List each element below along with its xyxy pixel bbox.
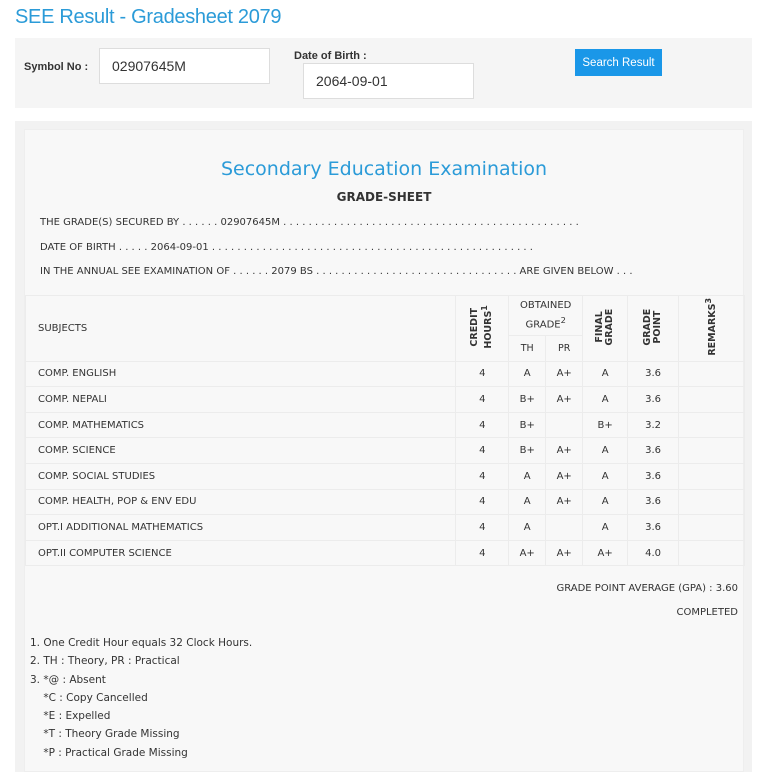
credit-cell: 4 [455, 488, 510, 516]
final-grade-cell: A+ [582, 539, 629, 567]
final-grade-cell: A [582, 386, 629, 413]
credit-cell: 4 [455, 437, 510, 464]
result-status: COMPLETED [676, 607, 738, 618]
table-row: COMP. MATHEMATICS 4 B+ B+ 3.2 [24, 411, 745, 439]
table-row: COMP. HEALTH, POP & ENV EDU 4 A A+ A 3.6 [24, 488, 745, 516]
grade-point-header: GRADE POINT [627, 295, 680, 362]
th-header: TH [508, 335, 547, 362]
pr-cell [545, 411, 584, 439]
dob-input[interactable]: 2064-09-01 [303, 63, 474, 99]
subject-cell: COMP. MATHEMATICS [24, 411, 457, 439]
page-title: SEE Result - Gradesheet 2079 [15, 6, 282, 28]
table-row: COMP. NEPALI 4 B+ A+ A 3.6 [24, 386, 745, 413]
final-grade-cell: B+ [582, 411, 629, 439]
remarks-cell [678, 411, 745, 439]
final-grade-cell: A [582, 488, 629, 516]
credit-cell: 4 [455, 411, 510, 439]
credit-cell: 4 [455, 360, 510, 388]
grade-table: SUBJECTS CREDIT HOURS1 OBTAINED GRADE2 F… [24, 295, 745, 567]
final-grade-cell: A [582, 514, 629, 541]
credit-cell: 4 [455, 539, 510, 567]
pr-cell: A+ [545, 488, 584, 516]
th-cell: A [508, 360, 547, 388]
subject-cell: OPT.II COMPUTER SCIENCE [24, 539, 457, 567]
final-grade-cell: A [582, 437, 629, 464]
th-cell: A [508, 514, 547, 541]
footnote: 2. TH : Theory, PR : Practical [30, 655, 180, 668]
th-cell: B+ [508, 411, 547, 439]
th-cell: A [508, 488, 547, 516]
pr-cell: A+ [545, 539, 584, 567]
exam-line: IN THE ANNUAL SEE EXAMINATION OF . . . .… [40, 266, 633, 277]
footnote: 1. One Credit Hour equals 32 Clock Hours… [30, 637, 253, 649]
credit-cell: 4 [455, 514, 510, 541]
grade-point-cell: 3.6 [627, 462, 680, 490]
subject-cell: COMP. ENGLISH [24, 360, 457, 388]
grade-point-cell: 3.6 [627, 514, 680, 541]
table-row: COMP. SCIENCE 4 B+ A+ A 3.6 [24, 437, 745, 464]
footnotes: 1. One Credit Hour equals 32 Clock Hours… [30, 634, 252, 762]
pr-header: PR [545, 335, 584, 362]
th-cell: B+ [508, 437, 547, 464]
obtained-grade-header: OBTAINED GRADE2 [508, 295, 584, 336]
search-panel: Symbol No : 02907645M Date of Birth : 20… [15, 38, 752, 108]
subject-cell: COMP. NEPALI [24, 386, 457, 413]
footnote: *P : Practical Grade Missing [30, 746, 188, 759]
credit-hours-header: CREDIT HOURS1 [455, 295, 510, 362]
table-row: COMP. ENGLISH 4 A A+ A 3.6 [24, 360, 745, 388]
grade-point-cell: 3.6 [627, 360, 680, 388]
th-cell: A [508, 462, 547, 490]
gpa: GRADE POINT AVERAGE (GPA) : 3.60 [556, 583, 738, 594]
grade-point-cell: 3.2 [627, 411, 680, 439]
subjects-header: SUBJECTS [24, 295, 457, 362]
subject-cell: OPT.I ADDITIONAL MATHEMATICS [24, 514, 457, 541]
th-cell: A+ [508, 539, 547, 567]
remarks-cell [678, 539, 745, 567]
grade-point-cell: 3.6 [627, 488, 680, 516]
symbol-input[interactable]: 02907645M [99, 48, 270, 84]
remarks-cell [678, 462, 745, 490]
subject-cell: COMP. SOCIAL STUDIES [24, 462, 457, 490]
table-row: COMP. SOCIAL STUDIES 4 A A+ A 3.6 [24, 462, 745, 490]
table-row: OPT.II COMPUTER SCIENCE 4 A+ A+ A+ 4.0 [24, 539, 745, 567]
th-cell: B+ [508, 386, 547, 413]
sheet-title: GRADE-SHEET [336, 190, 432, 204]
table-row: OPT.I ADDITIONAL MATHEMATICS 4 A A 3.6 [24, 514, 745, 541]
footnote: *T : Theory Grade Missing [30, 728, 180, 741]
pr-cell: A+ [545, 462, 584, 490]
gradesheet-card: Secondary Education Examination GRADE-SH… [15, 121, 752, 772]
footnote: *E : Expelled [30, 710, 111, 723]
remarks-header: REMARKS3 [678, 295, 745, 362]
dob-label: Date of Birth : [294, 50, 367, 62]
credit-cell: 4 [455, 386, 510, 413]
pr-cell: A+ [545, 437, 584, 464]
footnote: *C : Copy Cancelled [30, 691, 148, 704]
credit-cell: 4 [455, 462, 510, 490]
pr-cell: A+ [545, 386, 584, 413]
subject-cell: COMP. HEALTH, POP & ENV EDU [24, 488, 457, 516]
remarks-cell [678, 514, 745, 541]
footnote: 3. *@ : Absent [30, 673, 106, 686]
final-grade-header: FINAL GRADE [582, 295, 629, 362]
search-result-button[interactable]: Search Result [575, 49, 662, 76]
pr-cell [545, 514, 584, 541]
remarks-cell [678, 360, 745, 388]
remarks-cell [678, 386, 745, 413]
symbol-label: Symbol No : [24, 61, 89, 73]
secured-by-line: THE GRADE(S) SECURED BY . . . . . . 0290… [40, 217, 579, 228]
grade-point-cell: 3.6 [627, 437, 680, 464]
dob-line: DATE OF BIRTH . . . . . 2064-09-01 . . .… [40, 242, 533, 253]
pr-cell: A+ [545, 360, 584, 388]
final-grade-cell: A [582, 360, 629, 388]
grade-point-cell: 3.6 [627, 386, 680, 413]
remarks-cell [678, 488, 745, 516]
subject-cell: COMP. SCIENCE [24, 437, 457, 464]
exam-title: Secondary Education Examination [220, 158, 548, 180]
final-grade-cell: A [582, 462, 629, 490]
grade-point-cell: 4.0 [627, 539, 680, 567]
remarks-cell [678, 437, 745, 464]
